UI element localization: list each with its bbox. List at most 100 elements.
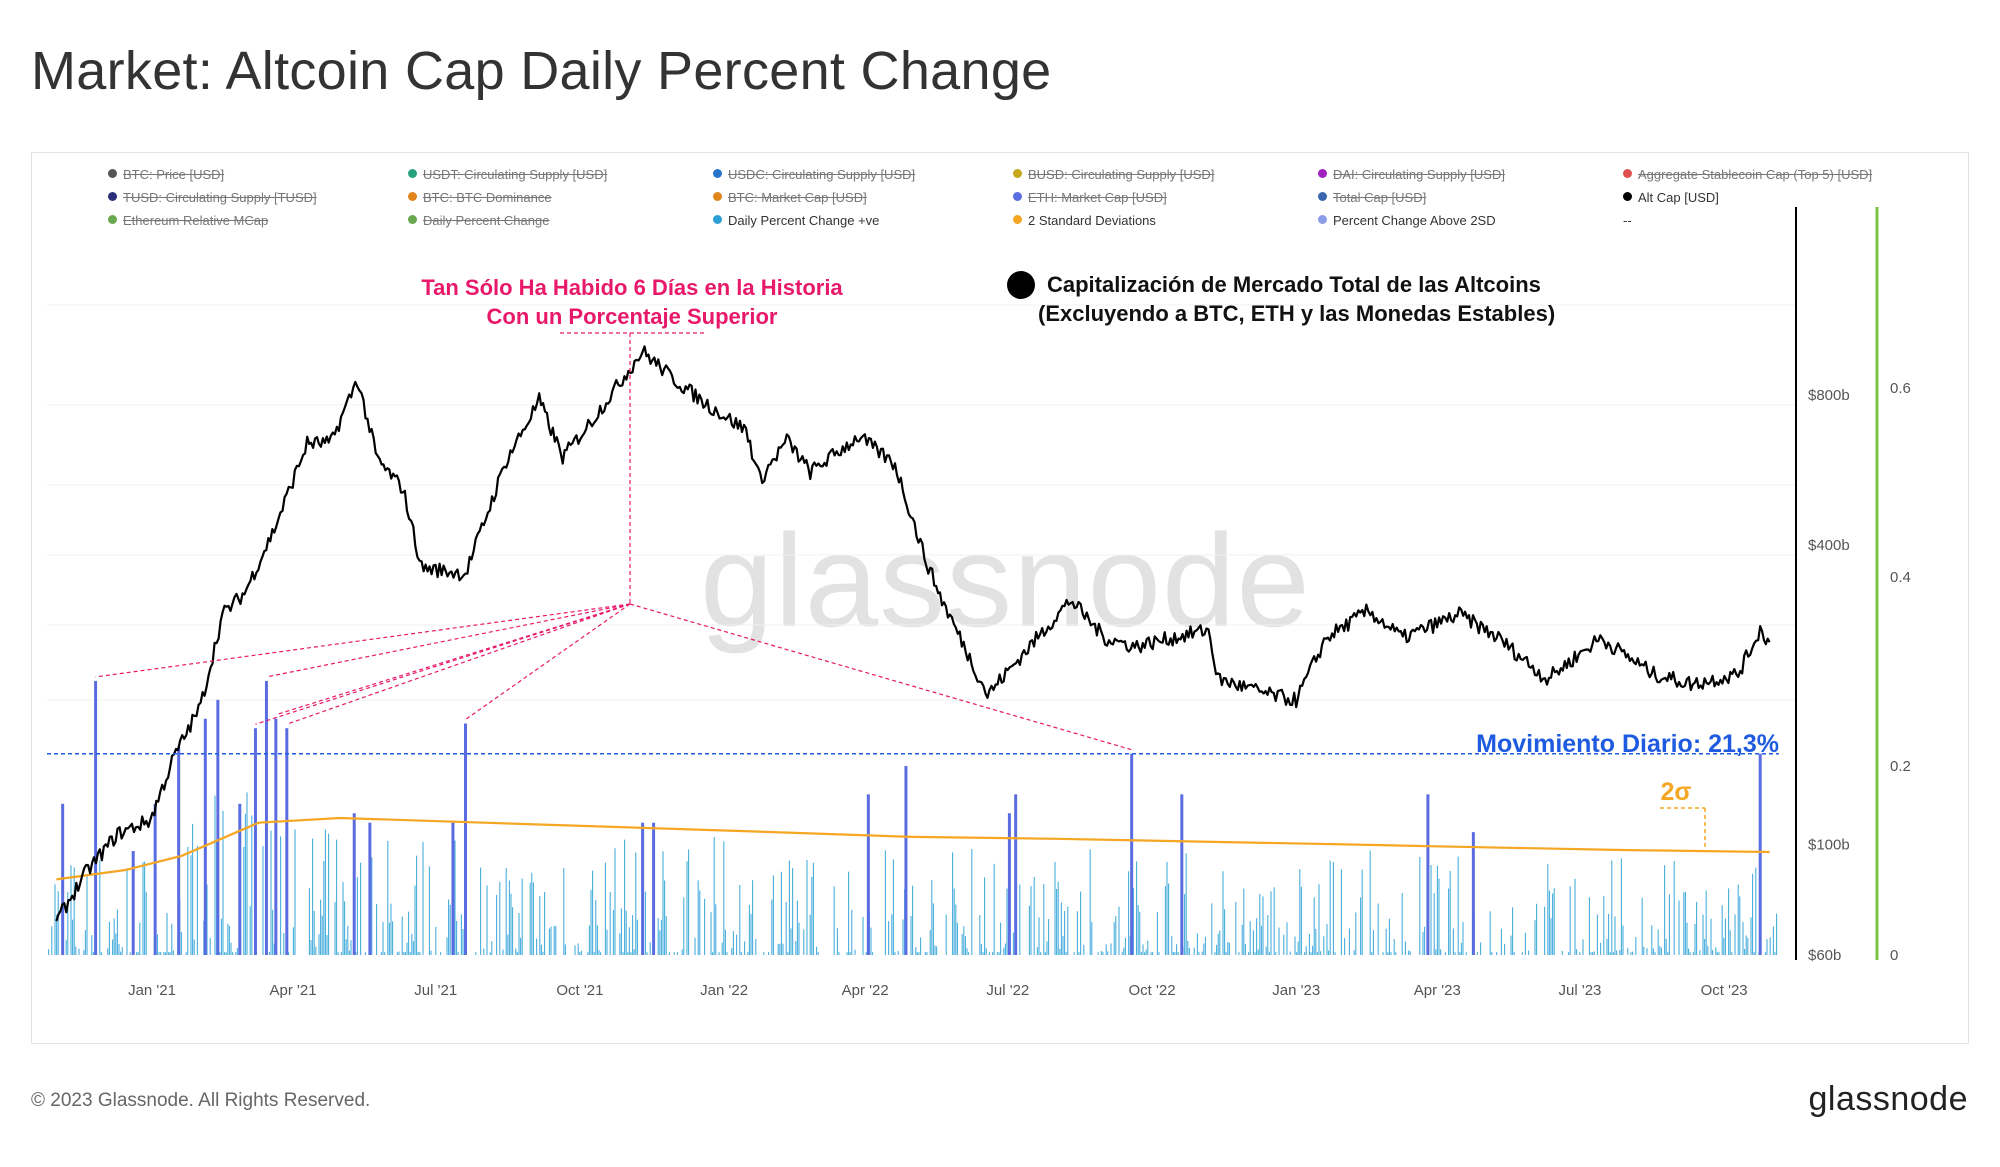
legend-label: Aggregate Stablecoin Cap (Top 5) [USD] [1638,167,1873,183]
x-tick-label: Apr '23 [1414,982,1461,999]
legend-item[interactable]: Alt Cap [USD] [1623,189,1719,205]
sigma-label: 2σ [1660,778,1691,806]
y-right-tick-label: 0.4 [1890,569,1911,586]
above-2sd-bar [451,822,455,955]
above-2sd-bar [1014,794,1018,955]
y-left-tick-label: $100b [1808,837,1850,854]
daily-move-label: Movimiento Diario: 21,3% [1476,730,1779,758]
legend-item[interactable]: BUSD: Circulating Supply [USD] [1013,166,1214,182]
x-tick-label: Jul '23 [1558,982,1601,999]
legend-label: DAI: Circulating Supply [USD] [1333,167,1505,183]
y-left-tick-label: $800b [1808,387,1850,404]
above-2sd-bar [264,680,268,955]
legend-dot-icon [408,169,417,179]
x-tick-label: Jan '23 [1272,982,1320,999]
legend-item[interactable]: Daily Percent Change +ve [713,212,879,228]
legend-label: Alt Cap [USD] [1638,190,1719,206]
legend-label: BUSD: Circulating Supply [USD] [1028,167,1215,183]
above-2sd-bar [216,699,220,955]
legend-dot-icon [1013,192,1022,202]
legend-dot-icon [713,169,722,179]
history-note-line1: Tan Sólo Ha Habido 6 Días en la Historia [421,275,843,300]
legend-dot-icon [713,192,722,202]
x-tick-label: Apr '21 [270,982,317,999]
legend-item[interactable]: Total Cap [USD] [1318,189,1426,205]
y-right-tick-label: 0.2 [1890,758,1911,775]
legend-dot-icon [1013,215,1022,225]
glassnode-logo: glassnode [1808,1080,1968,1118]
legend-label: BTC: Market Cap [USD] [728,190,867,206]
above-2sd-bar [285,728,289,955]
legend-item[interactable]: USDT: Circulating Supply [USD] [408,166,607,182]
legend-dot-icon [1318,192,1327,202]
legend-label: USDC: Circulating Supply [USD] [728,167,916,183]
above-2sd-bar [652,822,656,955]
legend-item[interactable]: Ethereum Relative MCap [108,212,268,228]
legend-item[interactable]: Percent Change Above 2SD [1318,212,1496,228]
above-2sd-bar [1130,753,1134,955]
legend-dot-icon [1623,192,1632,202]
leader-line [465,603,631,720]
legend-label: Daily Percent Change +ve [728,213,880,229]
y-right-tick-label: 0.6 [1890,380,1911,397]
legend-item[interactable]: BTC: Market Cap [USD] [713,189,867,205]
legend-label: 2 Standard Deviations [1028,213,1156,229]
above-2sd-bar [253,728,257,955]
legend-item[interactable]: ETH: Market Cap [USD] [1013,189,1167,205]
altcap-note-line1: Capitalización de Mercado Total de las A… [1047,272,1541,297]
legend-item[interactable]: Aggregate Stablecoin Cap (Top 5) [USD] [1623,166,1872,182]
x-tick-label: Apr '22 [842,982,889,999]
legend-dot-icon [1013,169,1022,179]
above-2sd-bar [904,766,908,955]
above-2sd-bar [368,822,372,955]
legend-item[interactable]: 2 Standard Deviations [1013,212,1156,228]
legend-dot-icon [713,215,722,225]
legend-label: Percent Change Above 2SD [1333,213,1496,229]
legend-dot-icon [108,215,117,225]
x-tick-label: Jan '22 [700,982,748,999]
legend-item[interactable]: -- [1623,212,1632,228]
above-2sd-bar [641,822,645,955]
y-right-tick-label: 0 [1890,947,1898,964]
x-tick-label: Jul '22 [986,982,1029,999]
legend-item[interactable]: USDC: Circulating Supply [USD] [713,166,915,182]
legend-dot-icon [108,192,117,202]
above-2sd-bar [203,718,207,955]
legend-item[interactable]: BTC: Price [USD] [108,166,224,182]
page-title: Market: Altcoin Cap Daily Percent Change [31,41,1052,101]
legend-dot-icon [1623,169,1632,179]
legend-dot-icon [1318,169,1327,179]
above-2sd-bar [1758,753,1762,955]
altcap-marker-icon [1007,271,1035,299]
legend-label: -- [1623,213,1632,229]
x-tick-label: Oct '22 [1129,982,1176,999]
legend-item[interactable]: TUSD: Circulating Supply [TUSD] [108,189,317,205]
above-2sd-bar [464,723,468,955]
legend-label: Total Cap [USD] [1333,190,1427,206]
leader-line [286,603,631,725]
above-2sd-bar [238,803,242,955]
above-2sd-bar [1007,813,1011,955]
above-2sd-bar [153,803,157,955]
copyright-text: © 2023 Glassnode. All Rights Reserved. [31,1090,371,1111]
above-2sd-bar [274,718,278,955]
legend-label: BTC: BTC Dominance [423,190,552,206]
y-left-tick-label: $400b [1808,537,1850,554]
legend-dot-icon [408,192,417,202]
legend-item[interactable]: BTC: BTC Dominance [408,189,552,205]
legend-label: Daily Percent Change [423,213,550,229]
leader-line [266,603,631,678]
legend-dot-icon [108,169,117,179]
legend-item[interactable]: DAI: Circulating Supply [USD] [1318,166,1505,182]
x-tick-label: Jan '21 [128,982,176,999]
legend-label: USDT: Circulating Supply [USD] [423,167,608,183]
above-2sd-bar [177,747,181,955]
above-2sd-bar [1471,832,1475,955]
legend-item[interactable]: Daily Percent Change [408,212,549,228]
above-2sd-bar [94,680,98,955]
altcap-note-line2: (Excluyendo a BTC, ETH y las Monedas Est… [1038,301,1555,326]
chart-panel [31,152,1969,1044]
leader-line [95,603,631,678]
leader-line [629,603,1132,751]
